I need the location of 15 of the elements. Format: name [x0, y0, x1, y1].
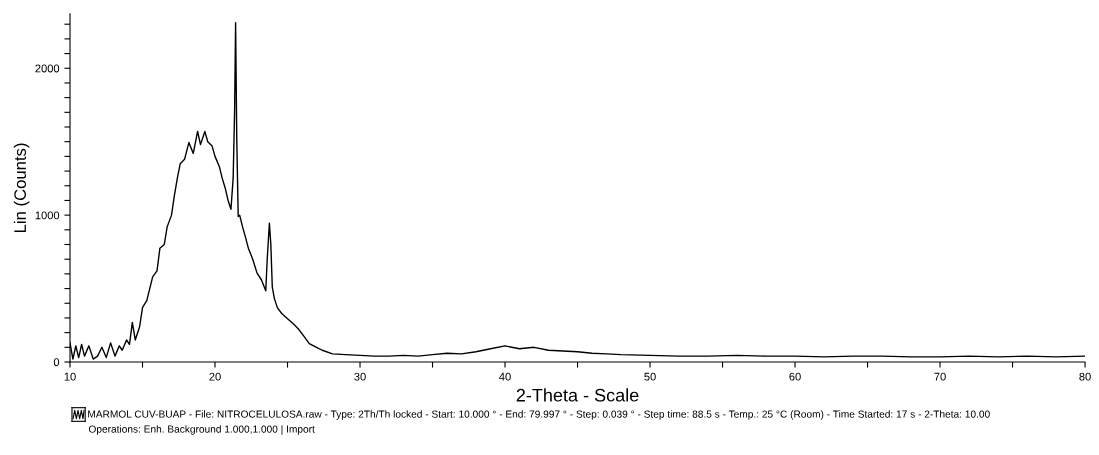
y-tick-label: 2000 [35, 64, 60, 73]
x-tick-label: 60 [789, 372, 801, 381]
x-tick-label: 70 [934, 372, 946, 381]
x-tick-label: 10 [64, 372, 76, 381]
text: MARMOL CUV-BUAP - File: NITROCELULOSA.raw - Type: 2Th/Th locked - Start: 10.000 ° - End: 79.997 ° - Step: 0.039 ° - Step time: 88.5 s - Temp.: 25 °C (Room) - Time Started: 17 s - 2-Theta: 10.00 [88, 410, 990, 420]
x-tick-label: 40 [499, 372, 511, 381]
y-tick-label: 0 [53, 358, 60, 367]
x-tick-label: 30 [354, 372, 366, 381]
x-tick-label: 80 [1079, 372, 1091, 381]
x-tick-label: 20 [209, 372, 221, 381]
text: Operations: Enh. Background 1.000,1.000 | Import [88, 425, 315, 435]
x-axis-title: 2-Theta - Scale [516, 388, 639, 402]
y-tick-label: 1000 [35, 211, 60, 220]
x-tick-label: 50 [644, 372, 656, 381]
y-axis-title: Lin (Counts) [13, 143, 30, 232]
